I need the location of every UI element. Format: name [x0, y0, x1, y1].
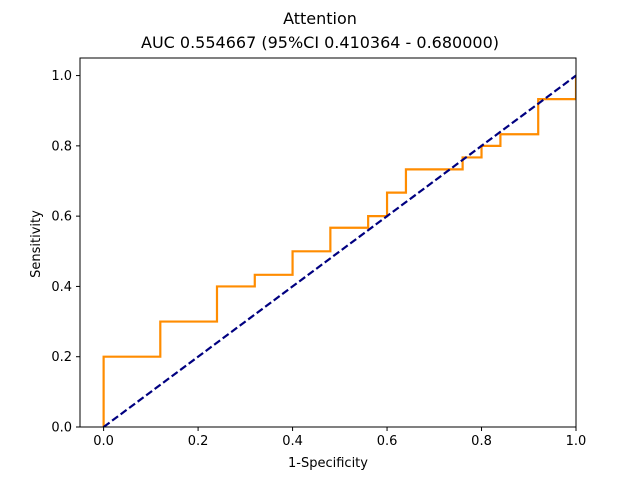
axes: 0.0 0.2 0.4 0.6 0.8 1.0 0.0 0.2 0.4 0.6 0.8 1.0 — [51, 57, 587, 449]
plot-frame — [79, 57, 577, 428]
x-tick-label: 1.0 — [566, 434, 587, 449]
plot-area — [102, 74, 576, 427]
chart-title: Attention — [283, 9, 357, 28]
y-tick-label: 0.8 — [51, 139, 72, 154]
x-tick-label: 0.0 — [93, 434, 114, 449]
y-tick-label: 1.0 — [51, 69, 72, 84]
x-tick-label: 0.8 — [471, 434, 492, 449]
y-tick-label: 0.6 — [51, 210, 72, 225]
roc-curve-line — [102, 75, 576, 427]
y-tick-label: 0.2 — [51, 350, 72, 365]
x-tick-label: 0.2 — [188, 434, 209, 449]
chart-subtitle: AUC 0.554667 (95%CI 0.410364 - 0.680000) — [141, 33, 499, 52]
y-axis-label: Sensitivity — [29, 210, 44, 278]
x-tick-label: 0.4 — [282, 434, 303, 449]
y-tick-label: 0.4 — [51, 280, 72, 295]
x-axis-label: 1-Specificity — [288, 456, 368, 471]
y-tick-label: 0.0 — [51, 421, 72, 436]
x-tick-label: 0.6 — [377, 434, 398, 449]
reference-diagonal-line — [102, 74, 576, 427]
